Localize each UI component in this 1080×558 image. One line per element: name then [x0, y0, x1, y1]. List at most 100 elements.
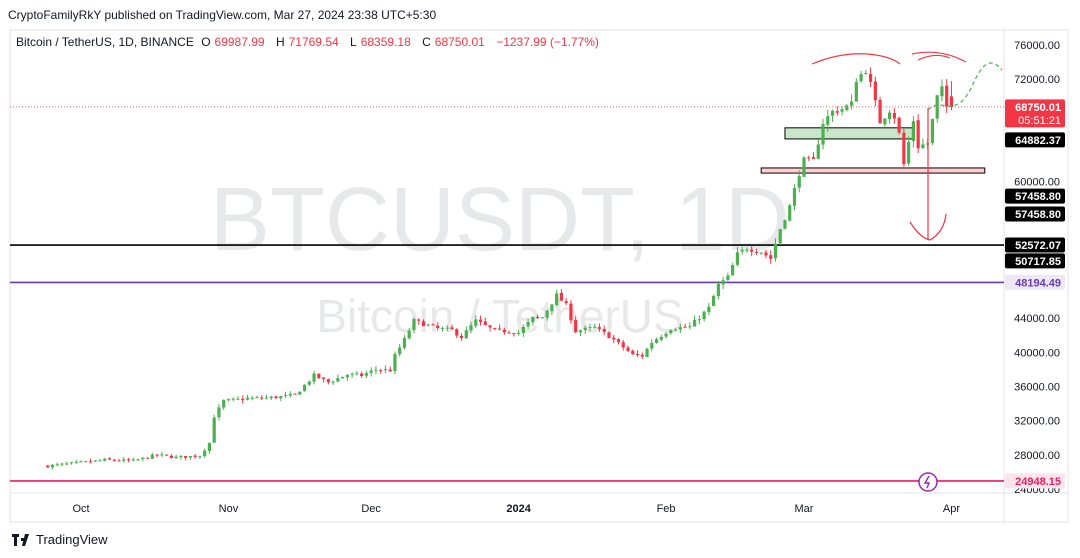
candle-body [222, 400, 226, 408]
candle-body [602, 328, 606, 332]
zone-box[interactable] [760, 167, 986, 174]
resistance-arc-right-2[interactable] [917, 54, 951, 61]
price-tag-label: 57458.80 [1015, 191, 1061, 203]
candle-body [721, 280, 725, 285]
candle-body [84, 461, 88, 463]
candle-body [493, 328, 497, 330]
legend-close-label: C [422, 35, 431, 49]
candle-body [260, 397, 264, 399]
x-tick-label: Apr [943, 503, 960, 515]
candle-body [536, 316, 540, 318]
drop-arc[interactable] [909, 213, 947, 241]
candle-body [255, 397, 259, 399]
candle-body [188, 455, 193, 458]
legend-high-label: H [275, 35, 285, 49]
candle-body [826, 116, 830, 125]
candle-body [921, 144, 925, 149]
resistance-arc-right[interactable] [911, 51, 967, 63]
candle-body [302, 384, 307, 392]
trend-drawings[interactable] [811, 51, 1003, 241]
candle-body [526, 321, 530, 327]
candle-body [65, 463, 69, 465]
candle-body [112, 459, 116, 461]
candle-body [464, 330, 468, 339]
price-tag-label: 52572.07 [1015, 240, 1061, 252]
candle-body [312, 373, 316, 382]
candle-body [488, 325, 492, 328]
candle-body [821, 124, 825, 145]
price-tag-label: 50717.85 [1015, 256, 1061, 268]
symbol-legend: Bitcoin / TetherUS, 1D, BINANCE O 69987.9… [16, 35, 603, 49]
candle-body [155, 454, 159, 456]
x-tick-label: Dec [361, 503, 381, 515]
candle-body [341, 376, 345, 379]
candle-body [474, 319, 478, 326]
candle-body [402, 337, 407, 348]
candle-body [854, 81, 858, 102]
candle-body [407, 330, 411, 339]
candle-body [754, 252, 759, 254]
candle-body [288, 393, 292, 396]
candle-body [364, 373, 368, 376]
candle-body [540, 317, 544, 319]
candle-body [902, 132, 906, 165]
candle-body [50, 464, 55, 468]
candle-body [731, 265, 735, 276]
candle-body [350, 373, 354, 375]
candle-body [712, 296, 716, 307]
candle-body [326, 379, 330, 383]
candle-body [745, 249, 749, 251]
candle-body [626, 347, 630, 352]
candle-body [117, 460, 121, 462]
replay-icon[interactable] [918, 472, 938, 492]
candle-body [569, 303, 573, 321]
candle-body [388, 369, 392, 372]
candle-body [236, 398, 240, 400]
tradingview-brand[interactable]: TradingView [12, 532, 108, 547]
candle-body [245, 398, 250, 400]
candle-body [764, 252, 768, 256]
resistance-arc-left[interactable] [811, 53, 901, 65]
bull-projection[interactable] [927, 62, 1003, 111]
candle-body [892, 113, 896, 119]
candle-body [307, 381, 311, 385]
candle-body [184, 455, 188, 458]
candle-body [778, 229, 782, 244]
candle-body [203, 450, 207, 457]
candle-body [631, 350, 635, 355]
candle-body [374, 369, 378, 371]
y-tick-label: 40000.00 [1014, 347, 1060, 359]
price-tag-box [1005, 99, 1065, 128]
candle-body [450, 327, 454, 330]
candle-body [145, 457, 150, 459]
candle-body [455, 329, 459, 336]
candle-body [126, 459, 131, 461]
last-candle-body[interactable] [949, 96, 954, 107]
candle-body [940, 86, 944, 97]
candle-body [907, 142, 911, 164]
legend-open: 69987.99 [214, 35, 265, 49]
candle-body [788, 205, 792, 221]
legend-symbol[interactable]: Bitcoin / TetherUS, 1D, BINANCE [16, 35, 194, 49]
candle-body [773, 243, 778, 259]
candle-body [740, 249, 744, 252]
candle-body [807, 157, 811, 159]
candle-body [517, 332, 521, 334]
candle-body [69, 462, 74, 464]
candle-body [241, 398, 245, 401]
zone-box[interactable] [784, 127, 914, 140]
price-tag-box [1005, 132, 1065, 148]
candle-body [911, 121, 916, 142]
candle-body [321, 377, 326, 379]
candle-body [436, 325, 440, 328]
x-tick-label: Feb [657, 503, 676, 515]
candle-body [545, 310, 549, 318]
candle-body [179, 455, 183, 457]
y-tick-label: 60000.00 [1014, 177, 1060, 189]
price-tag-box [1005, 206, 1065, 222]
candle-body [269, 396, 273, 399]
candle-body [217, 407, 221, 418]
candle-body [107, 458, 112, 460]
